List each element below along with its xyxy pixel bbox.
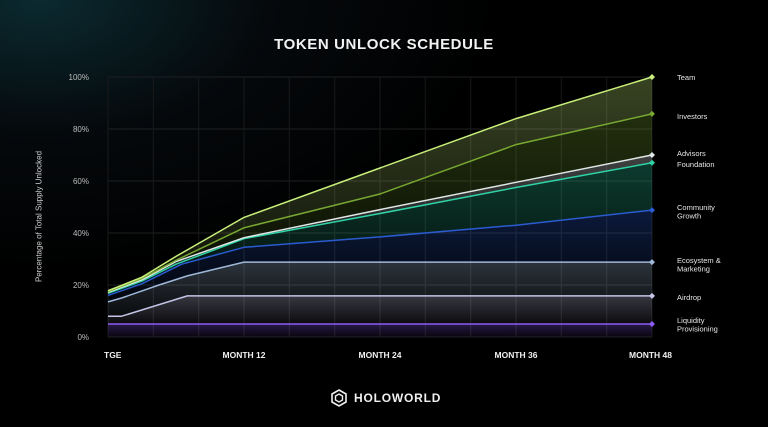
x-tick-label: MONTH 36 bbox=[495, 350, 538, 360]
x-tick-label: MONTH 12 bbox=[223, 350, 266, 360]
series-line bbox=[107, 261, 652, 303]
legend-label: Airdrop bbox=[677, 293, 701, 302]
area-fill bbox=[108, 155, 652, 294]
series-lines bbox=[107, 76, 653, 325]
area-fill bbox=[108, 113, 652, 293]
series-end-marker bbox=[649, 110, 655, 117]
area-fill bbox=[108, 324, 652, 337]
x-tick-label: MONTH 48 bbox=[629, 350, 672, 360]
series-end-marker bbox=[649, 292, 655, 299]
y-tick-label: 80% bbox=[73, 125, 89, 134]
y-tick-labels: 0% 20% 40% 60% 80% 100% bbox=[69, 73, 89, 342]
series-line bbox=[107, 154, 653, 294]
area-fill bbox=[108, 210, 652, 302]
legend-label: Investors bbox=[677, 112, 708, 121]
holoworld-logo-icon bbox=[331, 389, 347, 407]
series-line bbox=[107, 209, 653, 297]
y-tick-label: 100% bbox=[69, 73, 89, 82]
x-tick-label: MONTH 24 bbox=[359, 350, 402, 360]
x-tick-labels: TGE MONTH 12 MONTH 24 MONTH 36 MONTH 48 bbox=[104, 350, 672, 360]
series-line bbox=[107, 76, 653, 292]
brand-name: HOLOWORLD bbox=[354, 391, 442, 405]
brand-logo: HOLOWORLD bbox=[330, 389, 441, 407]
area-fill bbox=[108, 77, 652, 292]
area-fill bbox=[108, 262, 652, 317]
end-markers bbox=[649, 74, 655, 327]
series-end-marker bbox=[649, 259, 655, 266]
series-legend: Team Investors Advisors Foundation Community… bbox=[677, 73, 721, 334]
x-tick-label: TGE bbox=[104, 350, 122, 360]
legend-label: Team bbox=[677, 73, 695, 82]
series-line bbox=[107, 113, 653, 293]
series-end-marker bbox=[649, 152, 655, 158]
y-tick-label: 40% bbox=[73, 229, 89, 238]
series-end-marker bbox=[649, 159, 655, 166]
legend-label: Community Growth bbox=[677, 203, 715, 221]
y-tick-label: 60% bbox=[73, 177, 89, 186]
area-fill bbox=[108, 295, 652, 324]
legend-label: Foundation bbox=[677, 160, 715, 169]
series-line bbox=[108, 295, 652, 317]
series-end-marker bbox=[649, 321, 655, 327]
legend-label: Advisors bbox=[677, 149, 706, 158]
legend-label: Ecosystem & Marketing bbox=[677, 256, 721, 274]
y-tick-label: 0% bbox=[77, 333, 89, 342]
chart-title: TOKEN UNLOCK SCHEDULE bbox=[274, 36, 494, 53]
series-end-marker bbox=[649, 74, 655, 80]
area-fills bbox=[108, 77, 652, 337]
y-tick-label: 20% bbox=[73, 281, 89, 290]
area-fill bbox=[108, 162, 652, 296]
series-line bbox=[107, 162, 653, 295]
legend-label: Liquidity Provisioning bbox=[677, 316, 718, 334]
series-end-marker bbox=[649, 207, 655, 214]
